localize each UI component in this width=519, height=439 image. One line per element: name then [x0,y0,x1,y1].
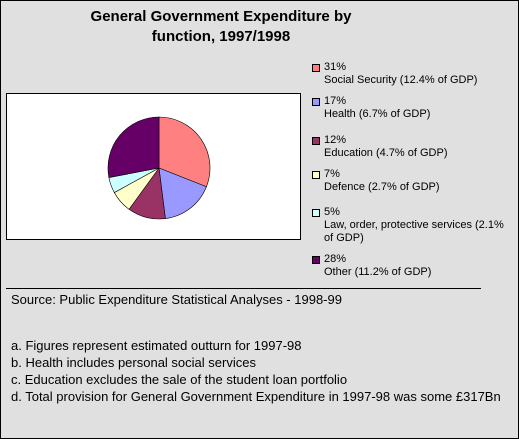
footnote-a: a. Figures represent estimated outturn f… [11,338,302,353]
legend-swatch [312,209,320,217]
legend-description: Health (6.7% of GDP) [324,108,431,120]
legend-percent: 5% [324,206,340,218]
legend-label: 12% Education (4.7% of GDP) [324,134,514,160]
legend-label: 5% Law, order, protective services (2.1% … [324,206,514,245]
legend-percent: 28% [324,253,347,265]
footnote-b: b. Health includes personal social servi… [11,355,256,370]
pie-slice-5 [107,116,160,178]
legend-swatch [312,64,320,72]
legend-percent: 12% [324,134,347,146]
legend-description: Other (11.2% of GDP) [324,266,432,278]
legend-description: Education (4.7% of GDP) [324,147,448,159]
legend-description: Defence (2.7% of GDP) [324,181,440,193]
source-divider [6,288,481,289]
legend-percent: 7% [324,168,340,180]
legend-label: 28% Other (11.2% of GDP) [324,253,514,279]
legend-label: 7% Defence (2.7% of GDP) [324,168,514,194]
legend-description: Social Security (12.4% of GDP) [324,74,478,86]
pie-slice-0 [158,116,211,188]
pie-slice-1 [158,167,207,219]
footnote-c: c. Education excludes the sale of the st… [11,372,348,387]
plot-area [6,93,301,240]
legend-swatch [312,98,320,106]
legend-label: 31% Social Security (12.4% of GDP) [324,61,514,87]
chart-title: General Government Expenditure by functi… [61,7,381,47]
legend-swatch [312,137,320,145]
footnote-d: d. Total provision for General Governmen… [11,389,501,404]
legend-description: Law, order, protective services (2.1% of… [324,219,504,244]
pie-chart [107,116,211,220]
legend-percent: 31% [324,61,347,73]
chart-title-line-2: function, 1997/1998 [151,28,291,45]
source-text: Source: Public Expenditure Statistical A… [11,292,342,307]
legend-swatch [312,171,320,179]
chart-title-line-1: General Government Expenditure by [90,8,352,25]
legend-swatch [312,256,320,264]
legend-percent: 17% [324,95,347,107]
legend-label: 17% Health (6.7% of GDP) [324,95,514,121]
footnotes: a. Figures represent estimated outturn f… [11,337,511,405]
